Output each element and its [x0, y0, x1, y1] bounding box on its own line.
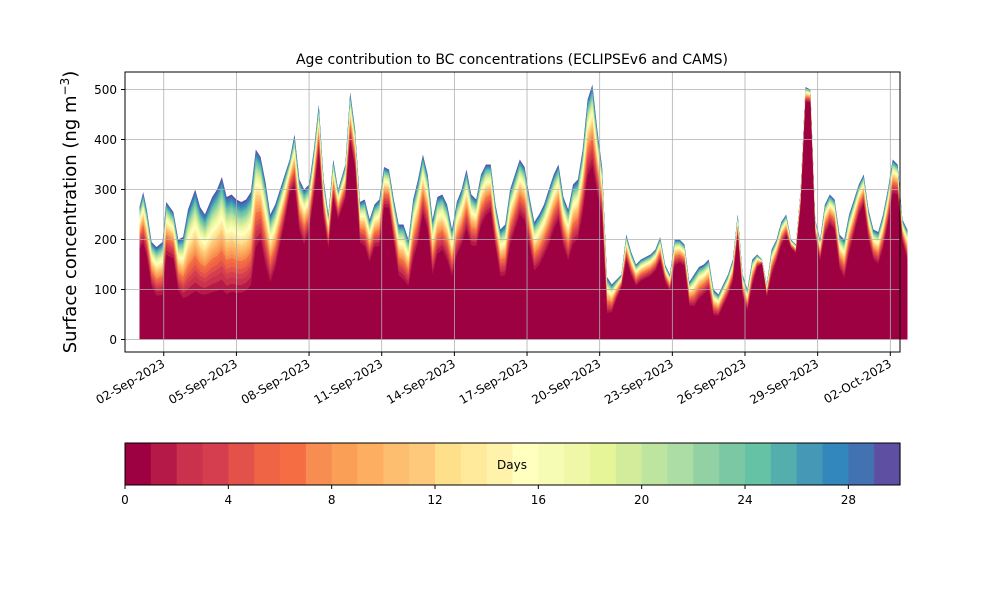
colorbar-tick-label: 16 [531, 493, 546, 507]
colorbar-segment [796, 443, 824, 485]
colorbar-segment [305, 443, 333, 485]
colorbar-tick-label: 20 [634, 493, 649, 507]
colorbar-ticks: 0 4 8 12 16 20 24 28 [121, 485, 856, 507]
colorbar-segment [125, 443, 152, 485]
x-tick-label: 08-Sep-2023 [239, 356, 313, 407]
colorbar-segment [254, 443, 281, 485]
y-axis-label-end: ) [60, 71, 81, 78]
colorbar-segment [202, 443, 229, 485]
colorbar-segment [590, 443, 617, 485]
colorbar-tick-label: 24 [737, 493, 752, 507]
colorbar-tick-label: 0 [121, 493, 129, 507]
x-tick-label: 20-Sep-2023 [529, 356, 603, 407]
colorbar-segment [280, 443, 307, 485]
y-axis-label-main: Surface concentration (ng m [60, 95, 81, 353]
colorbar-tick-label: 8 [328, 493, 336, 507]
colorbar-segment [357, 443, 384, 485]
colorbar-label: Days [497, 458, 527, 472]
x-axis: 02-Sep-202305-Sep-202308-Sep-202311-Sep-… [93, 352, 894, 407]
colorbar [125, 443, 901, 485]
colorbar-segment [331, 443, 359, 485]
colorbar-segment [615, 443, 643, 485]
colorbar-segment [176, 443, 204, 485]
x-tick-label: 29-Sep-2023 [747, 356, 821, 407]
colorbar-segment [409, 443, 436, 485]
colorbar-segment [150, 443, 178, 485]
colorbar-segment [460, 443, 488, 485]
y-tick-label: 400 [94, 133, 117, 147]
y-axis-label: Surface concentration (ng m−3) [58, 71, 81, 354]
chart-title: Age contribution to BC concentrations (E… [296, 52, 728, 68]
y-tick-label: 300 [94, 183, 117, 197]
y-tick-label: 100 [94, 283, 117, 297]
x-tick-label: 17-Sep-2023 [457, 356, 531, 407]
x-tick-label: 02-Sep-2023 [93, 356, 167, 407]
colorbar-segment [228, 443, 255, 485]
plot-frame [124, 71, 901, 353]
colorbar-segment [848, 443, 875, 485]
colorbar-segment [822, 443, 849, 485]
x-tick-label: 26-Sep-2023 [675, 356, 749, 407]
colorbar-segment [564, 443, 591, 485]
y-tick-label: 0 [109, 333, 117, 347]
x-tick-label: 11-Sep-2023 [311, 356, 385, 407]
colorbar-tick-label: 4 [225, 493, 233, 507]
colorbar-segment [383, 443, 410, 485]
x-tick-label: 23-Sep-2023 [602, 356, 676, 407]
x-tick-label: 02-Oct-2023 [821, 356, 893, 406]
colorbar-segment [693, 443, 720, 485]
colorbar-segment [512, 443, 539, 485]
colorbar-segment [874, 443, 901, 485]
y-axis: 0 100 200 300 400 500 [94, 83, 125, 347]
y-axis-label-exponent: −3 [58, 78, 72, 96]
colorbar-tick-label: 28 [841, 493, 856, 507]
colorbar-segment [719, 443, 746, 485]
plot-area [139, 84, 908, 340]
colorbar-segment [435, 443, 462, 485]
y-tick-label: 200 [94, 233, 117, 247]
colorbar-segment [538, 443, 565, 485]
x-tick-label: 05-Sep-2023 [166, 356, 240, 407]
colorbar-segment [745, 443, 772, 485]
colorbar-segment [641, 443, 669, 485]
colorbar-segment [770, 443, 798, 485]
colorbar-tick-label: 12 [427, 493, 442, 507]
grid-lines [125, 72, 900, 352]
colorbar-segment [667, 443, 694, 485]
x-tick-label: 14-Sep-2023 [384, 356, 458, 407]
colorbar-segment [486, 443, 514, 485]
y-tick-label: 500 [94, 83, 117, 97]
colorbar-frame [124, 442, 901, 486]
age-layer-youngest [139, 104, 908, 340]
